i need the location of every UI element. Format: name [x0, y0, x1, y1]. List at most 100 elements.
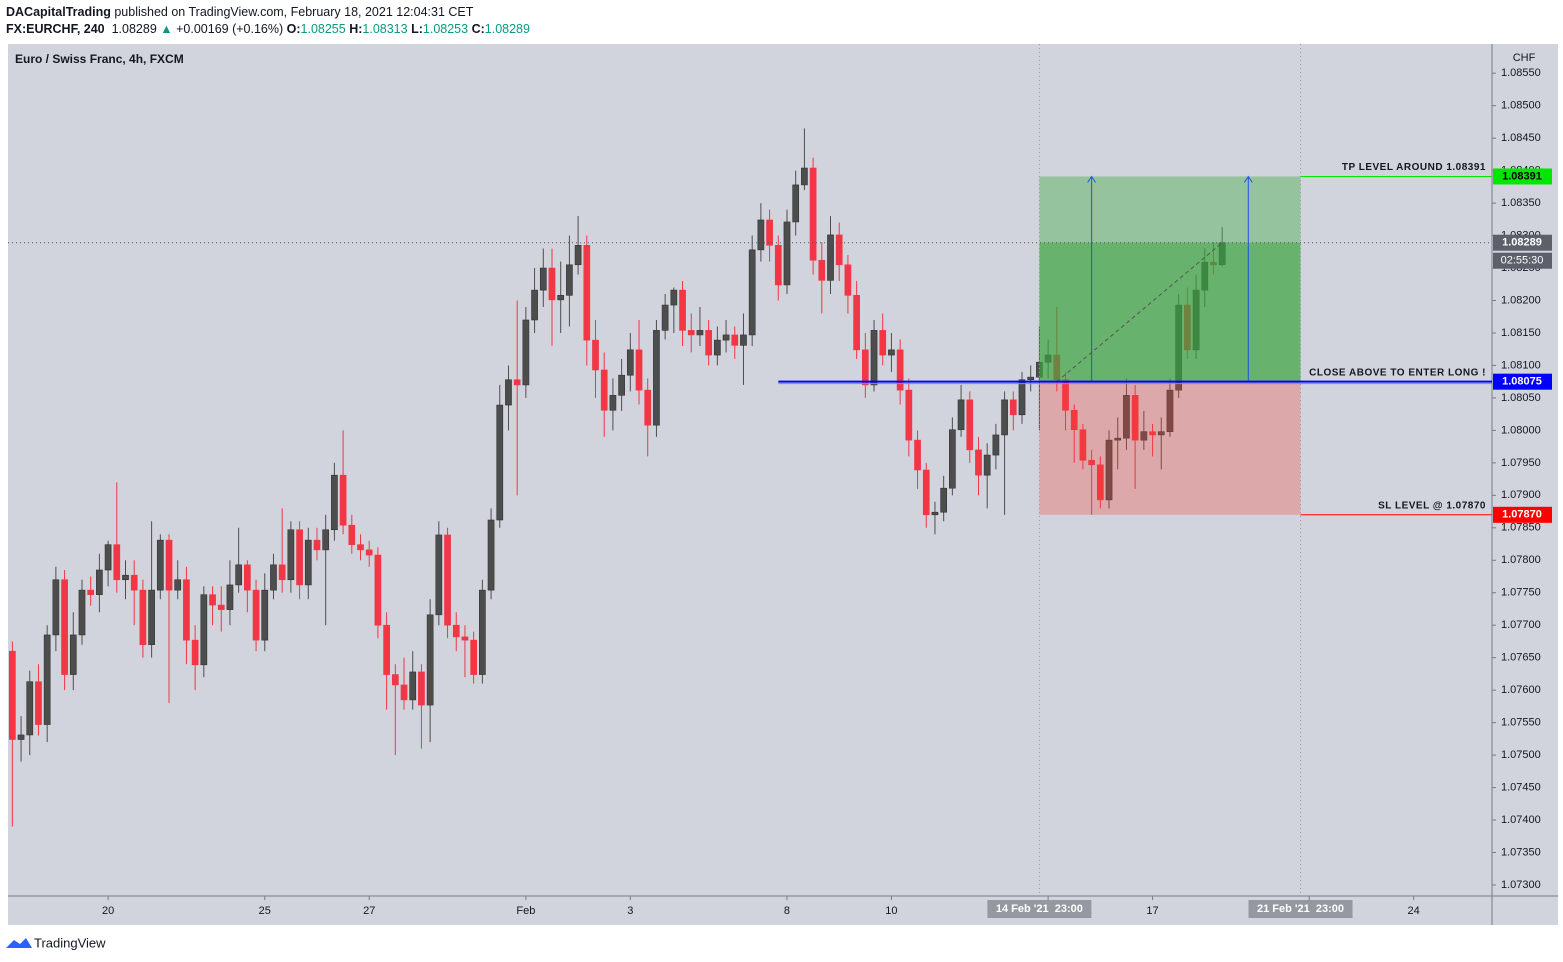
candle-body	[792, 184, 800, 223]
ohlc-key: C:	[471, 22, 485, 36]
candle-body	[426, 614, 434, 706]
level-price: 1.08391	[1502, 170, 1542, 182]
level-badge	[1493, 506, 1552, 523]
header-line-2: FX:EURCHF, 240 1.08289 ▲ +0.00169 (+0.16…	[6, 21, 530, 38]
candle-body	[496, 404, 504, 521]
candle-body	[1218, 242, 1226, 266]
candle-body	[139, 589, 147, 645]
candle-body	[296, 529, 303, 586]
candle-body	[748, 249, 756, 336]
candle-body	[1088, 459, 1095, 466]
candle-body	[470, 639, 478, 675]
candle-body	[896, 349, 904, 391]
y-tick-label: 1.07500	[1501, 749, 1541, 761]
published: published on TradingView.com, February 1…	[114, 5, 474, 19]
candle-body	[879, 330, 887, 356]
candle-body	[96, 569, 103, 595]
candle-body	[1027, 376, 1035, 381]
candle-body	[844, 264, 852, 296]
last-price-badge	[1493, 234, 1552, 251]
candle-body	[853, 295, 860, 351]
candle-body	[479, 589, 486, 675]
x-tick-label: 25	[259, 905, 271, 917]
x-tick-label: 24	[1408, 905, 1420, 917]
candle-body	[818, 259, 826, 281]
symbol: FX:EURCHF, 240	[6, 22, 105, 36]
candle-body	[35, 681, 42, 725]
ohlc-value: 1.08289	[484, 22, 530, 36]
candle-body	[1070, 409, 1078, 431]
candle-body	[992, 434, 1000, 456]
candle-body	[244, 564, 251, 591]
y-tick-label: 1.07700	[1501, 619, 1541, 631]
candle-body	[339, 474, 347, 526]
y-tick-label: 1.07550	[1501, 717, 1541, 729]
target-zone	[1039, 176, 1301, 382]
y-tick-label: 1.07600	[1501, 684, 1541, 696]
candle-body	[949, 429, 956, 489]
footer-brand: TradingView	[34, 935, 106, 950]
candle-body	[226, 584, 234, 610]
candle-body	[1053, 354, 1061, 381]
candle-body	[1201, 261, 1209, 291]
candle-body	[983, 454, 991, 476]
candle-body	[801, 167, 808, 186]
candle-body	[1044, 354, 1052, 363]
candle-body	[1009, 399, 1017, 416]
ohlc-value: 1.08255	[300, 22, 346, 36]
candle-body	[191, 639, 199, 666]
candle-body	[1079, 429, 1087, 461]
ohlc-key: L:	[411, 22, 423, 36]
y-tick-label: 1.07450	[1501, 781, 1541, 793]
candle-body	[1140, 431, 1148, 441]
candle-body	[774, 245, 782, 286]
candle-body	[626, 349, 634, 376]
candle-body	[609, 395, 617, 411]
candle-body	[1062, 379, 1069, 411]
candle-body	[557, 295, 565, 301]
ohlc-value: 1.08313	[362, 22, 408, 36]
candle-body	[757, 219, 765, 251]
candle-body	[687, 330, 695, 336]
candle-body	[383, 624, 390, 675]
candle-body	[9, 650, 16, 740]
level-badge	[1493, 373, 1552, 390]
candle-body	[1184, 304, 1191, 351]
candle-body	[1157, 431, 1165, 436]
candle-body	[148, 589, 155, 645]
candle-body	[461, 636, 469, 641]
y-tick-label: 1.08050	[1501, 392, 1541, 404]
y-tick-label: 1.07350	[1501, 846, 1541, 858]
candle-body	[1131, 395, 1139, 441]
candle-body	[531, 289, 538, 321]
candle-body	[679, 289, 686, 331]
candle-body	[17, 734, 25, 740]
axis-unit: CHF	[1513, 52, 1536, 64]
candle-body	[766, 219, 773, 246]
candle-body	[270, 564, 277, 591]
last-price-label: 1.08289	[1502, 237, 1542, 249]
candle-body	[1001, 399, 1008, 436]
candle-body	[513, 379, 521, 386]
candle-body	[931, 511, 939, 516]
x-tick-label: 20	[102, 905, 114, 917]
y-tick-label: 1.08150	[1501, 327, 1541, 339]
candle-body	[322, 529, 330, 551]
x-tick-label: Feb	[516, 905, 535, 917]
profit-zone	[1039, 242, 1301, 382]
candle-body	[183, 579, 190, 641]
footer-logo	[6, 938, 32, 948]
target-arrowhead	[1087, 175, 1097, 183]
candle-body	[722, 334, 730, 341]
candle-body	[966, 399, 974, 451]
ohlc-value: 1.08253	[422, 22, 469, 36]
candle-body	[635, 349, 643, 391]
header-line-1: DACapitalTrading published on TradingVie…	[6, 4, 530, 21]
candle-body	[1018, 379, 1026, 416]
candle-body	[618, 374, 625, 396]
level-name: TP LEVEL AROUND 1.08391	[1342, 162, 1486, 173]
header: DACapitalTrading published on TradingVie…	[6, 4, 530, 38]
candle-body	[331, 474, 338, 531]
level-name: CLOSE ABOVE TO ENTER LONG !	[1309, 367, 1486, 378]
y-tick-label: 1.07650	[1501, 652, 1541, 664]
